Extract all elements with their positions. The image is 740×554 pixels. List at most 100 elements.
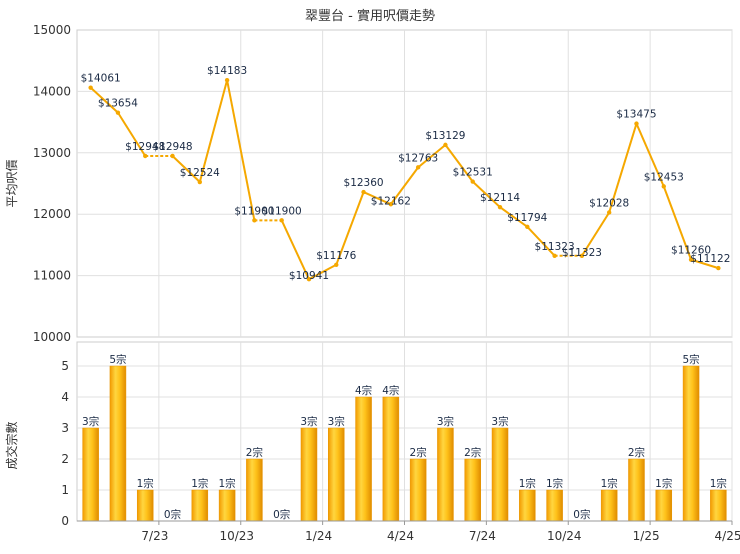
price-point [334,262,339,267]
x-tick-label: 10/24 [547,529,582,543]
x-tick-label: 1/24 [305,529,332,543]
volume-y-axis-label: 成交宗數 [4,421,19,469]
price-point [634,121,639,126]
volume-data-label: 2宗 [464,446,481,459]
price-data-label: $11794 [507,212,547,224]
volume-data-label: 0宗 [164,508,181,521]
volume-data-label: 1宗 [601,477,618,490]
volume-bar [328,427,345,522]
volume-data-label: 0宗 [573,508,590,521]
volume-y-tick-label: 3 [61,421,69,435]
price-y-tick-label: 10000 [33,330,71,344]
volume-bar [710,489,727,522]
price-line-segment [226,79,256,221]
volume-data-label: 5宗 [109,353,126,366]
volume-data-label: 3宗 [82,415,99,428]
price-data-label: $11260 [671,245,711,257]
price-point [197,179,203,185]
price-point [606,210,612,215]
price-line-segment [89,86,119,114]
price-point [552,253,557,258]
volume-data-label: 0宗 [273,508,290,521]
volume-bar [519,489,536,522]
price-data-label: $10941 [289,270,329,282]
price-point [579,253,585,258]
volume-y-tick-label: 5 [61,359,69,373]
price-y-tick-label: 12000 [33,207,71,221]
volume-data-label: 2宗 [246,446,263,459]
volume-bar [382,396,400,522]
price-y-tick-label: 11000 [33,269,71,283]
volume-data-label: 3宗 [437,415,454,428]
price-point [361,189,366,195]
price-line-segment [335,191,365,266]
price-point [279,218,284,223]
price-line-segment [417,144,447,169]
volume-data-label: 1宗 [191,477,208,490]
volume-bar [136,489,154,522]
price-point [688,257,694,262]
price-line-segment [444,144,474,183]
price-data-label: $12524 [180,167,220,179]
volume-panel: 0 1 2 3 4 5 7/23 10/23 1/24 4/24 7/24 10/24 1/25 4/25… [4,341,740,543]
volume-y-tick-label: 4 [61,390,69,404]
price-line-segment [662,186,692,260]
x-tick-label: 10/23 [219,529,254,543]
price-data-label: $13129 [425,130,465,142]
price-data-label: $11122 [690,253,730,265]
price-line-segment [171,155,201,183]
volume-data-label: 1宗 [519,477,536,490]
price-data-label: $14061 [81,73,121,85]
price-data-label: $11176 [316,250,356,262]
price-data-label: $12531 [453,167,493,179]
price-data-label: $12162 [371,195,411,207]
price-data-label: $14183 [207,65,247,77]
volume-data-label: 1宗 [710,477,727,490]
volume-data-label: 2宗 [410,446,427,459]
volume-data-label: 1宗 [655,477,672,490]
volume-y-tick-label: 2 [61,452,69,466]
price-line-segment [690,258,719,270]
price-point [388,202,394,207]
price-point [88,85,93,90]
volume-bar [191,489,209,522]
volume-bar [246,458,263,522]
price-point [443,142,448,148]
price-data-label: $11900 [234,205,274,217]
x-tick-label: 4/24 [387,529,414,543]
price-data-label: $12763 [398,152,438,164]
price-panel: 10000 11000 12000 13000 14000 15000 平均呎價 $14061… [5,23,733,344]
volume-data-label: 2宗 [628,446,645,459]
x-tick-label: 4/25 [715,529,740,543]
price-point [415,165,421,170]
price-data-label: $11900 [262,205,302,217]
price-y-tick-label: 14000 [33,84,71,98]
price-line-segment [308,263,337,281]
price-point [115,110,121,115]
price-data-label: $12948 [152,141,192,153]
x-tick-label: 7/23 [141,529,168,543]
price-data-label: $12948 [125,141,165,153]
volume-y-tick-label: 1 [61,483,69,497]
volume-bar [628,458,645,522]
volume-bar [300,427,318,522]
volume-bar [355,396,372,522]
price-data-label: $12114 [480,192,520,204]
price-point [252,218,257,223]
price-data-label: $12453 [644,171,684,183]
price-line-segment [635,123,665,187]
chart-title: 翠豐台 - 實用呎價走勢 [305,8,435,24]
price-point [170,153,175,159]
price-point [716,265,721,271]
price-point [143,153,148,159]
price-line-segment [390,166,419,205]
price-point [497,205,503,210]
volume-data-label: 3宗 [491,415,508,428]
volume-bar [600,489,618,522]
price-point [525,224,530,230]
volume-bar [464,458,481,522]
volume-data-label: 5宗 [682,353,699,366]
price-data-label: $11323 [535,241,575,253]
volume-data-label: 1宗 [219,477,236,490]
